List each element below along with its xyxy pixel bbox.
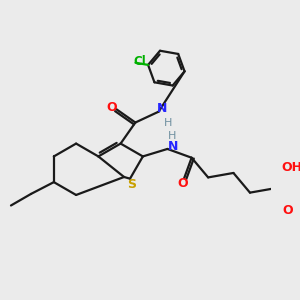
Text: H: H (164, 118, 172, 128)
Text: H: H (168, 131, 176, 141)
Text: O: O (178, 177, 188, 190)
Text: O: O (106, 101, 117, 115)
Text: N: N (157, 102, 168, 115)
Text: Cl: Cl (134, 55, 146, 68)
Text: OH: OH (281, 161, 300, 174)
Text: S: S (128, 178, 136, 191)
Text: N: N (167, 140, 178, 153)
Text: O: O (283, 204, 293, 217)
